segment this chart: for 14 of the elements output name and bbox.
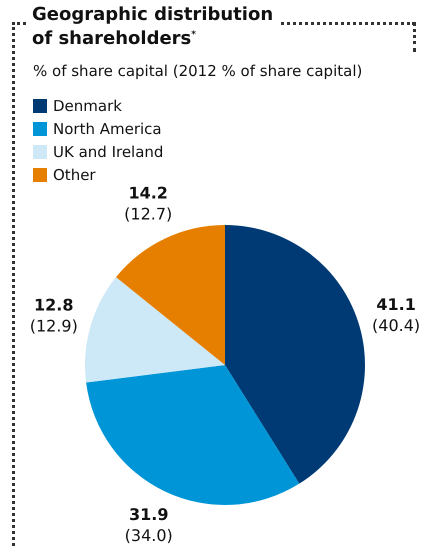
text: (12.7) — [124, 204, 172, 224]
legend-label: UK and Ireland — [53, 142, 164, 160]
text: (40.4) — [372, 316, 420, 336]
chart-title: Geographic distribution of shareholders$^{*}$ — [28, 4, 281, 49]
legend-label: Denmark — [53, 96, 122, 114]
legend-label: Other — [53, 166, 96, 184]
data-label: 31.9 — [128, 504, 168, 524]
text: (12.9) — [30, 316, 78, 336]
data-label: 12.8 — [34, 296, 74, 315]
data-label: 14.2 — [128, 184, 168, 203]
data-label: 41.1 — [376, 295, 416, 314]
legend-label: North America — [53, 120, 162, 138]
text: (34.0) — [124, 526, 173, 545]
chart-subtitle: % of share capital (2012 % of share capital) — [33, 62, 362, 80]
